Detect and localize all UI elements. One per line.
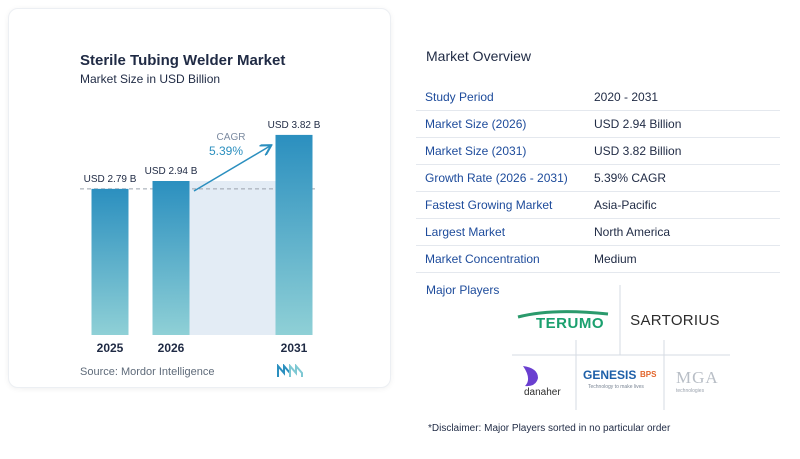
overview-row: Market Size (2031) USD 3.82 Billion bbox=[416, 138, 780, 165]
overview-row: Fastest Growing Market Asia-Pacific bbox=[416, 192, 780, 219]
growth-shade bbox=[189, 181, 276, 335]
overview-label: Market Size (2031) bbox=[425, 144, 527, 158]
terumo-logo: TERUMO bbox=[512, 304, 616, 336]
source-note: Source: Mordor Intelligence bbox=[80, 366, 215, 378]
chart-subtitle: Market Size in USD Billion bbox=[80, 72, 221, 86]
bar-chart: USD 2.79 B 2025 USD 2.94 B 2026 USD 3.82 B 20… bbox=[80, 120, 321, 355]
overview-value: USD 2.94 Billion bbox=[594, 117, 682, 131]
mga-logo: MGA technologies bbox=[670, 362, 726, 402]
genesis-logo-suffix: BPS bbox=[640, 370, 657, 379]
genesis-logo-text: GENESIS bbox=[583, 368, 637, 382]
chart-title: Sterile Tubing Welder Market bbox=[80, 52, 286, 69]
major-players-title: Major Players bbox=[426, 283, 500, 297]
danaher-mark-icon bbox=[523, 366, 538, 387]
cagr-label: CAGR bbox=[217, 132, 246, 143]
overview-title: Market Overview bbox=[426, 48, 532, 64]
overview-label: Largest Market bbox=[425, 225, 506, 239]
bar bbox=[91, 188, 129, 335]
terumo-logo-text: TERUMO bbox=[536, 315, 604, 332]
overview-value: USD 3.82 Billion bbox=[594, 144, 682, 158]
sartorius-logo: SARTORIUS bbox=[630, 308, 719, 332]
logo-grid-lines bbox=[512, 285, 730, 410]
bar bbox=[275, 134, 313, 335]
sartorius-logo-text: SARTORIUS bbox=[630, 311, 720, 329]
overview-label: Growth Rate (2026 - 2031) bbox=[425, 171, 568, 185]
overview-label: Fastest Growing Market bbox=[425, 198, 553, 212]
mga-logo-subtext: technologies bbox=[676, 388, 705, 394]
overview-row: Study Period 2020 - 2031 bbox=[416, 84, 780, 111]
overview-row: Largest Market North America bbox=[416, 219, 780, 246]
bar-data-label: USD 2.79 B bbox=[84, 174, 137, 185]
danaher-logo: danaher bbox=[514, 364, 574, 400]
x-tick-label: 2026 bbox=[158, 341, 185, 355]
overview-value: Asia-Pacific bbox=[594, 198, 657, 212]
genesis-logo-tagline: Technology to make lives bbox=[588, 384, 644, 390]
overview-table: Study Period 2020 - 2031 Market Size (20… bbox=[416, 84, 780, 273]
terumo-swoosh-icon bbox=[517, 310, 609, 319]
overview-value: 5.39% CAGR bbox=[594, 171, 667, 185]
overview-label: Study Period bbox=[425, 90, 494, 104]
overview-row: Market Concentration Medium bbox=[416, 246, 780, 273]
x-tick-label: 2025 bbox=[97, 341, 124, 355]
overview-value: 2020 - 2031 bbox=[594, 90, 659, 104]
genesis-bps-logo: GENESIS BPS Technology to make lives bbox=[580, 362, 662, 402]
disclaimer: *Disclaimer: Major Players sorted in no … bbox=[428, 423, 671, 434]
overview-row: Growth Rate (2026 - 2031) 5.39% CAGR bbox=[416, 165, 780, 192]
bar bbox=[152, 181, 190, 335]
x-tick-label: 2031 bbox=[281, 341, 308, 355]
mga-logo-text: MGA bbox=[676, 368, 719, 387]
bar-data-label: USD 2.94 B bbox=[145, 166, 198, 177]
overview-value: North America bbox=[594, 225, 671, 239]
mordor-logo-icon bbox=[277, 364, 303, 377]
bar-data-label: USD 3.82 B bbox=[268, 120, 321, 131]
overview-row: Market Size (2026) USD 2.94 Billion bbox=[416, 111, 780, 138]
cagr-arrow bbox=[193, 146, 270, 192]
danaher-logo-text: danaher bbox=[524, 387, 561, 398]
overview-label: Market Concentration bbox=[425, 252, 540, 266]
overview-value: Medium bbox=[594, 252, 637, 266]
cagr-value: 5.39% bbox=[209, 144, 243, 158]
overview-label: Market Size (2026) bbox=[425, 117, 527, 131]
